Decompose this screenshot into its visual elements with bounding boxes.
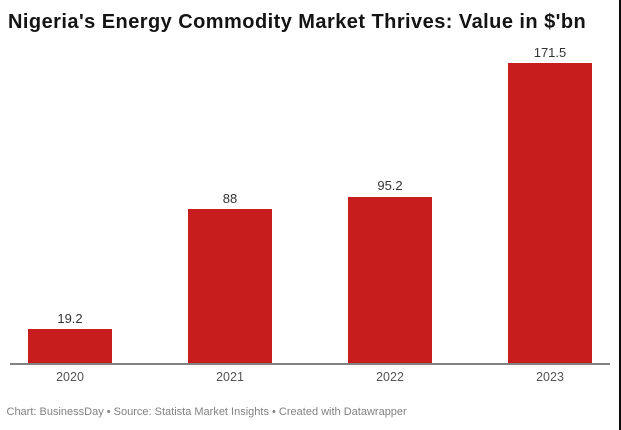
tick-label-2021: 2021 [216, 370, 244, 384]
footer-attribution: Chart: BusinessDay • Source: Statista Ma… [6, 405, 407, 418]
value-label-2020: 19.2 [57, 310, 83, 326]
value-label-2023: 171.5 [533, 44, 567, 60]
tick-label-2020: 2020 [56, 370, 84, 384]
bar-2022[interactable] [348, 196, 432, 363]
x-axis-line [10, 362, 610, 365]
bar-2020[interactable] [28, 329, 112, 363]
chart-title: Nigeria's Energy Commodity Market Thrive… [8, 11, 587, 33]
bar-2021[interactable] [188, 209, 272, 363]
tick-label-2023: 2023 [536, 370, 564, 384]
right-edge-line [618, 0, 621, 430]
bar-2023[interactable] [508, 63, 592, 363]
value-label-2022: 95.2 [377, 178, 403, 194]
tick-label-2022: 2022 [376, 370, 404, 384]
value-label-2021: 88 [222, 190, 238, 206]
